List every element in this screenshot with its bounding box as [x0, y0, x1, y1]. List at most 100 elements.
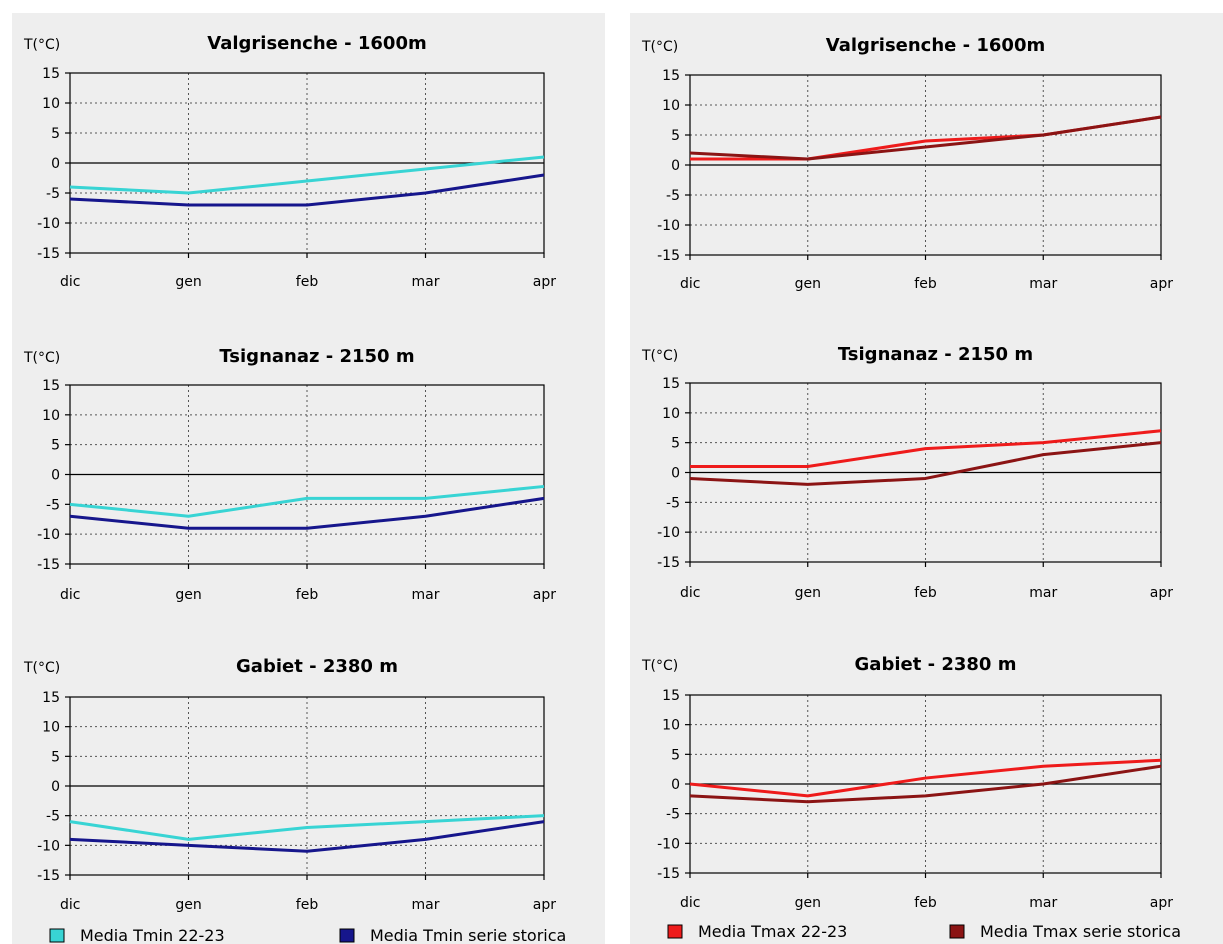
y-tick-label: 15: [42, 690, 60, 706]
y-axis-label: T(°C): [641, 39, 678, 55]
y-tick-label: 0: [51, 779, 60, 795]
series-line-media-tmin-serie-storica: [69, 173, 545, 207]
series-line-media-tmin-22-23: [69, 814, 545, 841]
chart-right-1: Tsignanaz - 2150 m T(°C) 15 10 5 0 -5 -10 -15dic…: [641, 344, 1173, 601]
x-tick-label: mar: [1029, 585, 1057, 601]
y-axis-label: T(°C): [23, 660, 60, 676]
y-tick-label: 10: [42, 96, 60, 112]
x-tick-label: dic: [680, 585, 700, 601]
y-tick-label: -10: [37, 527, 60, 543]
y-tick-label: 15: [662, 376, 680, 392]
y-tick-label: 0: [671, 466, 680, 482]
y-tick-label: -10: [37, 216, 60, 232]
y-tick-label: -10: [657, 836, 680, 852]
y-tick-label: -15: [657, 248, 680, 264]
y-axis-label: T(°C): [641, 658, 678, 674]
x-tick-label: feb: [914, 276, 937, 292]
y-tick-label: 0: [671, 158, 680, 174]
x-tick-label: dic: [60, 274, 80, 290]
tmin-panel: Valgrisenche - 1600m T(°C) 15 10 5 0 -5 -10 -15 d…: [12, 13, 605, 944]
tmax-charts-svg: Valgrisenche - 1600mT(°C)151050-5-10-15d…: [641, 35, 1181, 941]
y-tick-label: -5: [666, 495, 680, 511]
y-tick-label: -5: [46, 497, 60, 513]
x-tick-label: apr: [533, 587, 556, 603]
series-line-media-tmin-serie-storica: [69, 820, 545, 853]
y-axis-label: T(°C): [23, 350, 60, 366]
series-line-media-tmin-22-23: [69, 155, 545, 195]
series-line-media-tmax-serie-storica: [689, 441, 1162, 486]
y-tick-label: -15: [37, 246, 60, 262]
y-tick-label: -15: [657, 555, 680, 571]
x-tick-label: feb: [296, 587, 319, 603]
y-tick-label: -5: [666, 188, 680, 204]
y-tick-label: -5: [46, 809, 60, 825]
legend-swatch: [667, 924, 683, 939]
legend-label: Media Tmin serie storica: [370, 926, 566, 944]
series-line-media-tmax-22-23: [690, 429, 1162, 469]
x-tick-label: mar: [1029, 895, 1057, 911]
legend-swatch: [339, 928, 355, 943]
chart-title: Tsignanaz - 2150 m: [838, 344, 1033, 365]
series-line-media-tmax-serie-storica: [689, 764, 1162, 804]
chart-left-0: Valgrisenche - 1600m T(°C) 15 10 5 0 -5 -10 -15d…: [23, 33, 556, 290]
series-line-media-tmin-22-23: [69, 484, 545, 518]
y-axis-label: T(°C): [23, 37, 60, 53]
x-tick-label: apr: [533, 897, 556, 913]
x-tick-label: gen: [795, 276, 821, 292]
y-tick-label: 5: [671, 436, 680, 452]
x-tick-label: mar: [412, 274, 440, 290]
y-tick-label: 10: [662, 98, 680, 114]
x-tick-label: feb: [296, 274, 319, 290]
x-tick-label: apr: [533, 274, 556, 290]
chart-left-1: Tsignanaz - 2150 m T(°C) 15 10 5 0 -5 -10 -15dic…: [23, 346, 556, 603]
y-tick-label: 0: [51, 156, 60, 172]
chart-right-0: Valgrisenche - 1600m T(°C) 15 10 5 0 -5 -10 -15d…: [641, 35, 1173, 292]
y-tick-label: -10: [657, 218, 680, 234]
x-tick-label: mar: [1029, 276, 1057, 292]
y-tick-label: 15: [662, 68, 680, 84]
legend-swatch: [949, 924, 965, 939]
chart-title: Valgrisenche - 1600m: [826, 35, 1045, 56]
chart-title: Gabiet - 2380 m: [855, 654, 1017, 675]
series-line-media-tmax-22-23: [690, 115, 1162, 161]
legend-swatch: [49, 928, 65, 943]
y-tick-label: -10: [37, 838, 60, 854]
y-tick-label: -15: [657, 866, 680, 882]
y-tick-label: 10: [42, 720, 60, 736]
y-tick-label: -15: [37, 557, 60, 573]
x-tick-label: gen: [175, 274, 201, 290]
x-tick-label: dic: [680, 895, 700, 911]
y-tick-label: 0: [671, 777, 680, 793]
y-tick-label: 5: [51, 438, 60, 454]
x-tick-label: dic: [60, 897, 80, 913]
x-tick-label: apr: [1150, 585, 1173, 601]
y-tick-label: 15: [42, 378, 60, 394]
x-tick-label: feb: [914, 895, 937, 911]
x-tick-label: apr: [1150, 276, 1173, 292]
legend-label: Media Tmin 22-23: [80, 926, 225, 944]
y-tick-label: 5: [51, 749, 60, 765]
y-axis-label: T(°C): [641, 348, 678, 364]
x-tick-label: gen: [795, 585, 821, 601]
y-tick-label: 10: [662, 718, 680, 734]
legend-label: Media Tmax 22-23: [698, 922, 847, 941]
y-tick-label: 15: [42, 66, 60, 82]
chart-title: Tsignanaz - 2150 m: [219, 346, 414, 367]
x-tick-label: apr: [1150, 895, 1173, 911]
y-tick-label: -5: [666, 807, 680, 823]
y-tick-label: -15: [37, 868, 60, 884]
x-tick-label: mar: [412, 897, 440, 913]
y-tick-label: 10: [662, 406, 680, 422]
x-tick-label: mar: [412, 587, 440, 603]
x-tick-label: gen: [175, 897, 201, 913]
x-tick-label: feb: [296, 897, 319, 913]
y-tick-label: 10: [42, 408, 60, 424]
y-tick-label: 5: [671, 128, 680, 144]
x-tick-label: dic: [680, 276, 700, 292]
chart-title: Gabiet - 2380 m: [236, 656, 398, 677]
y-tick-label: 5: [51, 126, 60, 142]
y-tick-label: 5: [671, 747, 680, 763]
x-tick-label: feb: [914, 585, 937, 601]
x-tick-label: gen: [175, 587, 201, 603]
